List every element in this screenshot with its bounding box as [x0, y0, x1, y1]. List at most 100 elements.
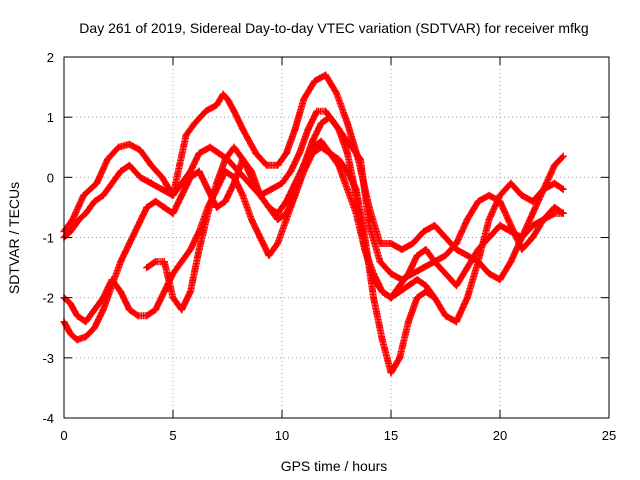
x-tick-label: 20	[493, 428, 507, 443]
data-point	[291, 191, 299, 199]
data-point	[125, 240, 133, 247]
data-point	[529, 209, 537, 217]
data-point	[422, 246, 430, 253]
data-point	[396, 288, 404, 296]
data-point	[352, 191, 360, 199]
data-point	[91, 324, 98, 332]
data-point	[387, 240, 395, 247]
data-point	[326, 113, 334, 121]
data-point	[295, 149, 303, 157]
axis-ticks: 0 5 10 15 20 25 -4 -3 -2 -1 0 1 2	[42, 50, 616, 443]
data-point	[335, 161, 343, 169]
data-point	[551, 209, 558, 217]
data-point	[387, 369, 395, 377]
x-tick-label: 0	[60, 428, 67, 443]
data-point	[91, 197, 98, 205]
grid	[64, 57, 609, 418]
data-point	[239, 191, 247, 199]
data-point	[413, 276, 421, 284]
data-point	[117, 288, 125, 296]
data-point	[176, 161, 183, 169]
data-point	[202, 107, 210, 115]
data-point	[361, 246, 369, 253]
data-point	[115, 143, 122, 151]
data-point	[186, 246, 194, 253]
data-point	[274, 240, 282, 247]
data-point	[420, 228, 428, 235]
series-markers	[60, 143, 567, 377]
data-point	[91, 306, 98, 314]
data-point	[551, 161, 558, 169]
data-point	[224, 95, 231, 103]
data-point	[178, 258, 186, 266]
data-point	[169, 209, 177, 217]
data-point	[265, 203, 273, 211]
data-point	[99, 306, 107, 314]
y-tick-label: 1	[47, 110, 54, 125]
data-point	[343, 185, 351, 193]
data-point	[213, 179, 221, 187]
data-point	[195, 167, 203, 175]
data-point	[248, 216, 255, 223]
data-point	[304, 125, 312, 133]
data-point	[256, 234, 264, 241]
data-point	[82, 209, 90, 217]
data-point	[300, 95, 308, 103]
data-point	[160, 203, 168, 211]
data-point	[474, 246, 482, 253]
data-point	[136, 173, 144, 181]
data-point	[551, 179, 558, 187]
data-point	[529, 234, 537, 241]
data-point	[518, 234, 526, 241]
data-point	[215, 149, 223, 157]
data-point	[365, 222, 373, 229]
data-point	[93, 179, 101, 187]
data-point	[317, 137, 325, 145]
data-point	[431, 258, 439, 266]
data-series	[60, 113, 567, 326]
data-point	[82, 333, 90, 341]
y-tick-label: 2	[47, 50, 54, 65]
data-point	[278, 179, 286, 187]
data-point	[99, 294, 107, 302]
data-point	[322, 107, 330, 115]
data-point	[160, 258, 168, 266]
data-point	[311, 77, 319, 85]
data-point	[282, 197, 290, 205]
data-point	[529, 222, 537, 229]
data-point	[136, 146, 144, 154]
data-point	[507, 179, 515, 187]
data-point	[195, 149, 203, 157]
data-point	[322, 71, 330, 79]
data-point	[256, 191, 264, 199]
data-point	[431, 294, 439, 302]
data-point	[518, 191, 526, 199]
data-point	[221, 155, 229, 163]
data-point	[178, 306, 186, 314]
data-point	[442, 312, 449, 320]
data-point	[147, 179, 155, 187]
data-point	[485, 216, 493, 223]
data-point	[152, 197, 160, 205]
data-point	[143, 264, 151, 272]
data-point	[518, 246, 526, 253]
data-point	[69, 216, 77, 223]
data-point	[529, 197, 537, 205]
data-point	[158, 173, 166, 181]
data-point	[485, 234, 493, 241]
data-point	[452, 282, 460, 290]
data-point	[370, 276, 378, 284]
data-point	[404, 282, 412, 290]
data-point	[404, 270, 412, 278]
data-point	[496, 191, 504, 199]
data-point	[287, 167, 295, 175]
data-point	[343, 149, 351, 157]
y-tick-label: -3	[42, 351, 54, 366]
data-point	[252, 149, 260, 157]
data-point	[370, 294, 378, 302]
data-point	[248, 173, 255, 181]
data-point	[507, 228, 515, 235]
data-point	[442, 234, 449, 241]
data-point	[274, 216, 282, 223]
